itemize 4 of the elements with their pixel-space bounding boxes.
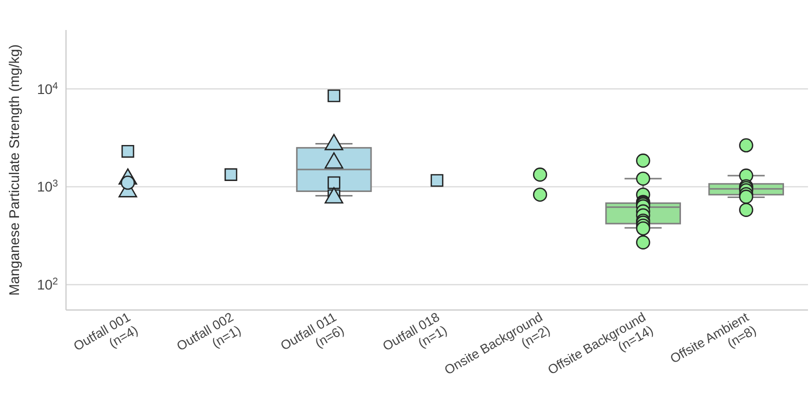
y-tick-label: 10$^{2}$ [36, 276, 58, 292]
y-tick-label: 10$^{3}$ [36, 178, 59, 195]
y-tick-label: 10$^{4}$ [36, 80, 59, 97]
y-axis-title: Manganese Particulate Strength (mg/kg) [6, 44, 22, 296]
